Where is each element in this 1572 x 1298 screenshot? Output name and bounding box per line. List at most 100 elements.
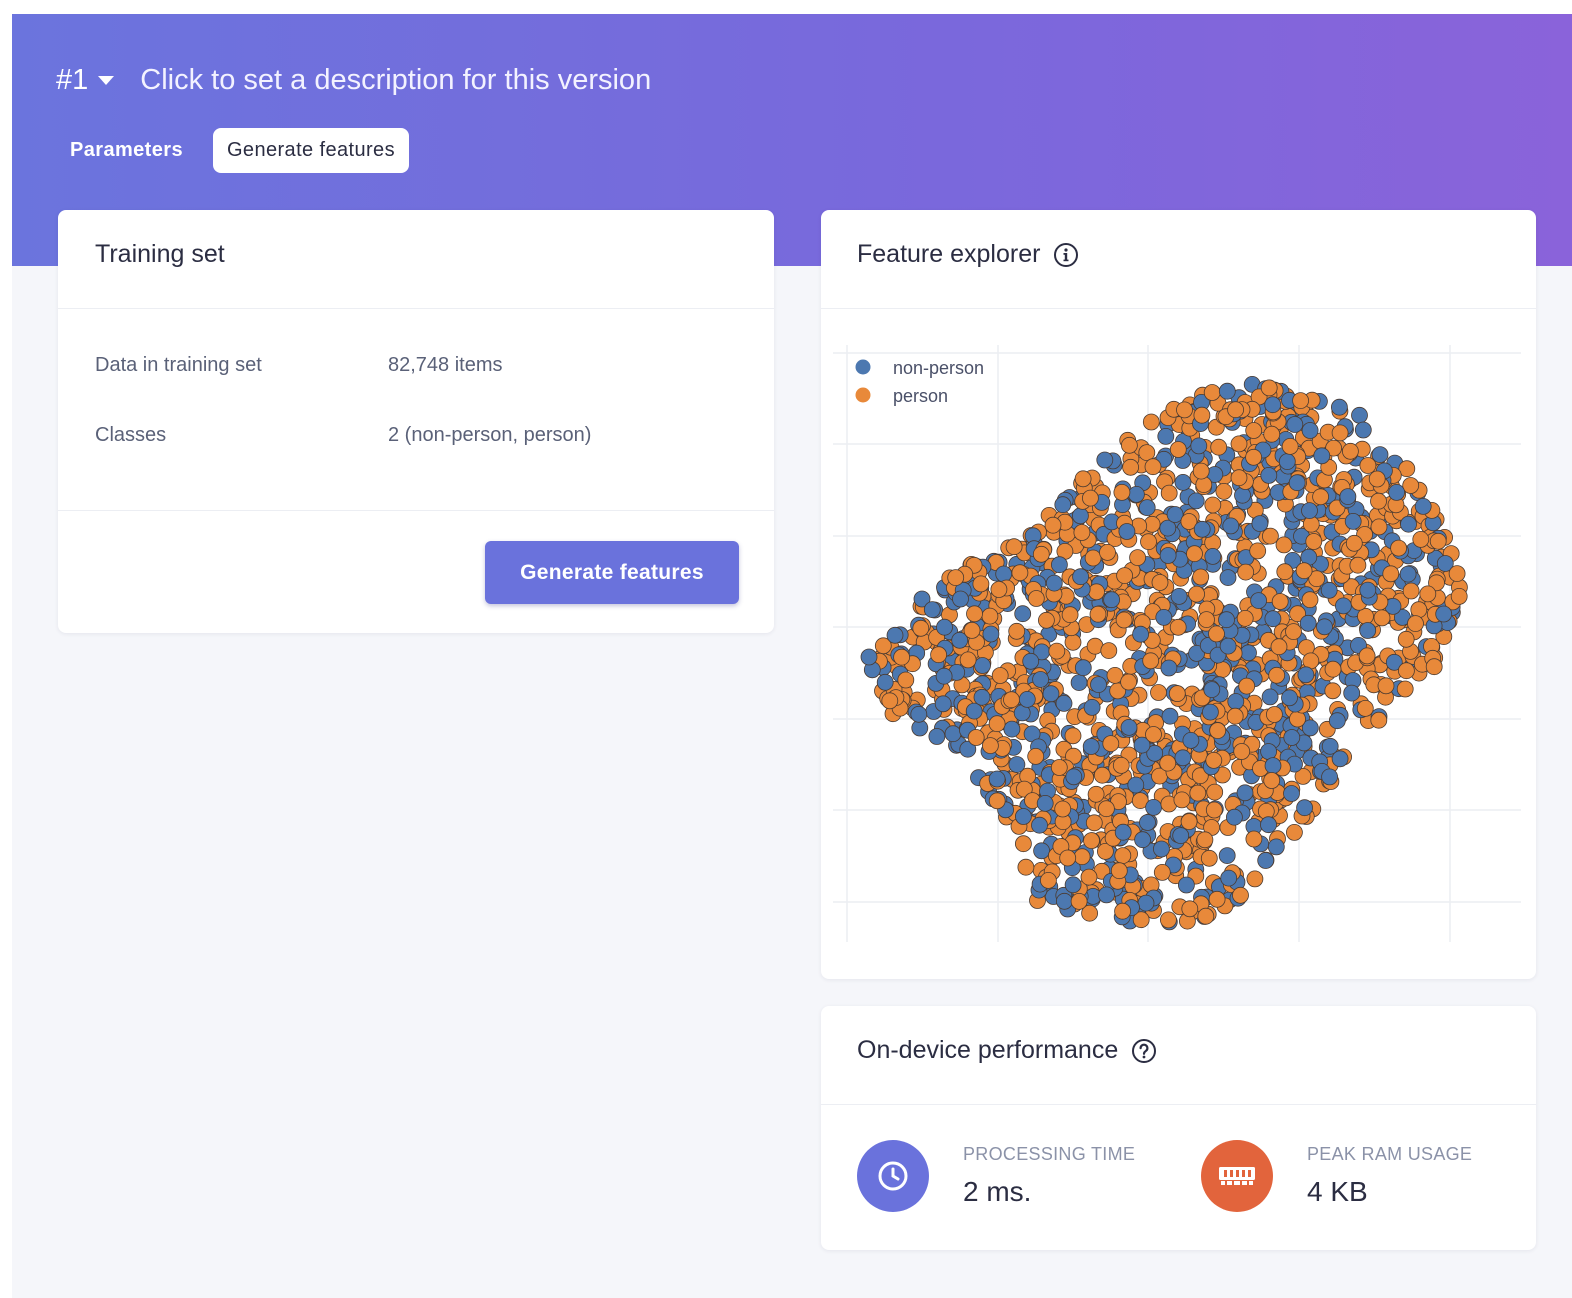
point-non-person[interactable] — [886, 626, 904, 644]
point-person[interactable] — [1181, 900, 1199, 918]
point-non-person[interactable] — [944, 725, 962, 743]
point-person[interactable] — [1390, 539, 1407, 557]
point-non-person[interactable] — [1159, 519, 1177, 537]
point-non-person[interactable] — [1227, 693, 1245, 710]
point-non-person[interactable] — [1042, 685, 1060, 703]
point-person[interactable] — [1188, 585, 1206, 603]
point-person[interactable] — [1285, 823, 1303, 841]
point-non-person[interactable] — [1161, 707, 1179, 725]
point-non-person[interactable] — [951, 631, 969, 649]
point-person[interactable] — [966, 605, 983, 623]
point-person[interactable] — [1419, 585, 1437, 603]
point-person[interactable] — [1017, 858, 1035, 876]
point-person[interactable] — [1382, 565, 1400, 583]
point-person[interactable] — [912, 619, 930, 637]
point-person[interactable] — [1230, 469, 1248, 487]
point-person[interactable] — [1356, 699, 1374, 717]
point-person[interactable] — [1197, 907, 1215, 925]
point-non-person[interactable] — [1074, 659, 1092, 677]
point-non-person[interactable] — [1014, 605, 1032, 623]
point-person[interactable] — [1089, 605, 1107, 623]
point-non-person[interactable] — [1072, 568, 1090, 586]
point-person[interactable] — [1044, 516, 1062, 534]
point-non-person[interactable] — [928, 728, 946, 745]
point-person[interactable] — [1373, 609, 1391, 627]
point-non-person[interactable] — [1204, 547, 1222, 565]
point-person[interactable] — [1011, 564, 1029, 582]
point-non-person[interactable] — [923, 601, 941, 619]
point-non-person[interactable] — [1354, 421, 1372, 439]
point-person[interactable] — [1275, 536, 1293, 554]
point-person[interactable] — [1233, 743, 1251, 760]
point-person[interactable] — [1160, 484, 1178, 502]
point-non-person[interactable] — [1146, 744, 1164, 762]
point-non-person[interactable] — [1234, 486, 1251, 504]
point-non-person[interactable] — [1132, 625, 1150, 643]
point-non-person[interactable] — [1174, 749, 1192, 767]
point-non-person[interactable] — [1071, 507, 1089, 525]
point-non-person[interactable] — [1283, 785, 1300, 802]
point-non-person[interactable] — [1090, 676, 1107, 694]
point-person[interactable] — [1169, 441, 1187, 458]
point-person[interactable] — [1073, 524, 1091, 541]
point-person[interactable] — [1099, 543, 1116, 561]
point-person[interactable] — [1150, 684, 1167, 701]
point-person[interactable] — [1402, 477, 1420, 494]
point-person[interactable] — [1396, 680, 1414, 698]
point-person[interactable] — [1265, 706, 1283, 723]
point-person[interactable] — [1429, 532, 1447, 550]
point-non-person[interactable] — [1219, 637, 1237, 655]
point-person[interactable] — [1096, 843, 1114, 860]
point-non-person[interactable] — [952, 590, 969, 608]
point-person[interactable] — [1271, 593, 1289, 610]
point-non-person[interactable] — [1155, 608, 1173, 626]
point-non-person[interactable] — [1190, 437, 1208, 455]
point-non-person[interactable] — [1114, 823, 1132, 841]
point-non-person[interactable] — [1055, 892, 1073, 910]
point-non-person[interactable] — [1188, 644, 1206, 662]
point-person[interactable] — [1292, 392, 1310, 409]
point-person[interactable] — [1039, 872, 1057, 889]
point-non-person[interactable] — [1098, 886, 1115, 904]
point-non-person[interactable] — [1296, 799, 1314, 817]
point-person[interactable] — [959, 651, 977, 669]
point-non-person[interactable] — [1170, 587, 1188, 605]
point-person[interactable] — [1186, 545, 1203, 563]
point-non-person[interactable] — [1260, 743, 1278, 760]
point-non-person[interactable] — [1250, 592, 1268, 610]
point-non-person[interactable] — [1054, 496, 1072, 514]
point-non-person[interactable] — [988, 770, 1006, 788]
point-person[interactable] — [1397, 630, 1415, 648]
point-non-person[interactable] — [1172, 827, 1190, 845]
point-person[interactable] — [1359, 457, 1377, 474]
point-person[interactable] — [1180, 813, 1198, 831]
point-non-person[interactable] — [1359, 581, 1377, 599]
point-person[interactable] — [1342, 442, 1359, 460]
point-non-person[interactable] — [1138, 499, 1156, 517]
point-person[interactable] — [1027, 747, 1045, 765]
point-non-person[interactable] — [1351, 406, 1368, 424]
point-non-person[interactable] — [913, 590, 931, 608]
point-non-person[interactable] — [973, 688, 991, 706]
point-person[interactable] — [1189, 784, 1207, 802]
feature-scatter-plot[interactable]: non-person person — [821, 330, 1536, 970]
point-person[interactable] — [1065, 747, 1082, 765]
point-non-person[interactable] — [860, 648, 878, 666]
point-person[interactable] — [988, 792, 1006, 810]
point-person[interactable] — [1246, 870, 1264, 888]
point-person[interactable] — [1081, 489, 1099, 507]
point-person[interactable] — [1370, 518, 1388, 536]
point-non-person[interactable] — [1082, 738, 1100, 755]
point-non-person[interactable] — [1096, 451, 1114, 469]
point-non-person[interactable] — [1301, 719, 1319, 737]
point-person[interactable] — [1198, 611, 1215, 629]
point-non-person[interactable] — [1064, 876, 1082, 894]
point-non-person[interactable] — [1218, 382, 1236, 400]
point-person[interactable] — [1140, 533, 1157, 551]
point-non-person[interactable] — [1120, 718, 1138, 736]
point-non-person[interactable] — [1127, 485, 1145, 503]
point-person[interactable] — [1261, 527, 1279, 545]
point-non-person[interactable] — [1331, 398, 1348, 416]
point-person[interactable] — [1153, 864, 1171, 881]
point-person[interactable] — [1263, 772, 1281, 789]
